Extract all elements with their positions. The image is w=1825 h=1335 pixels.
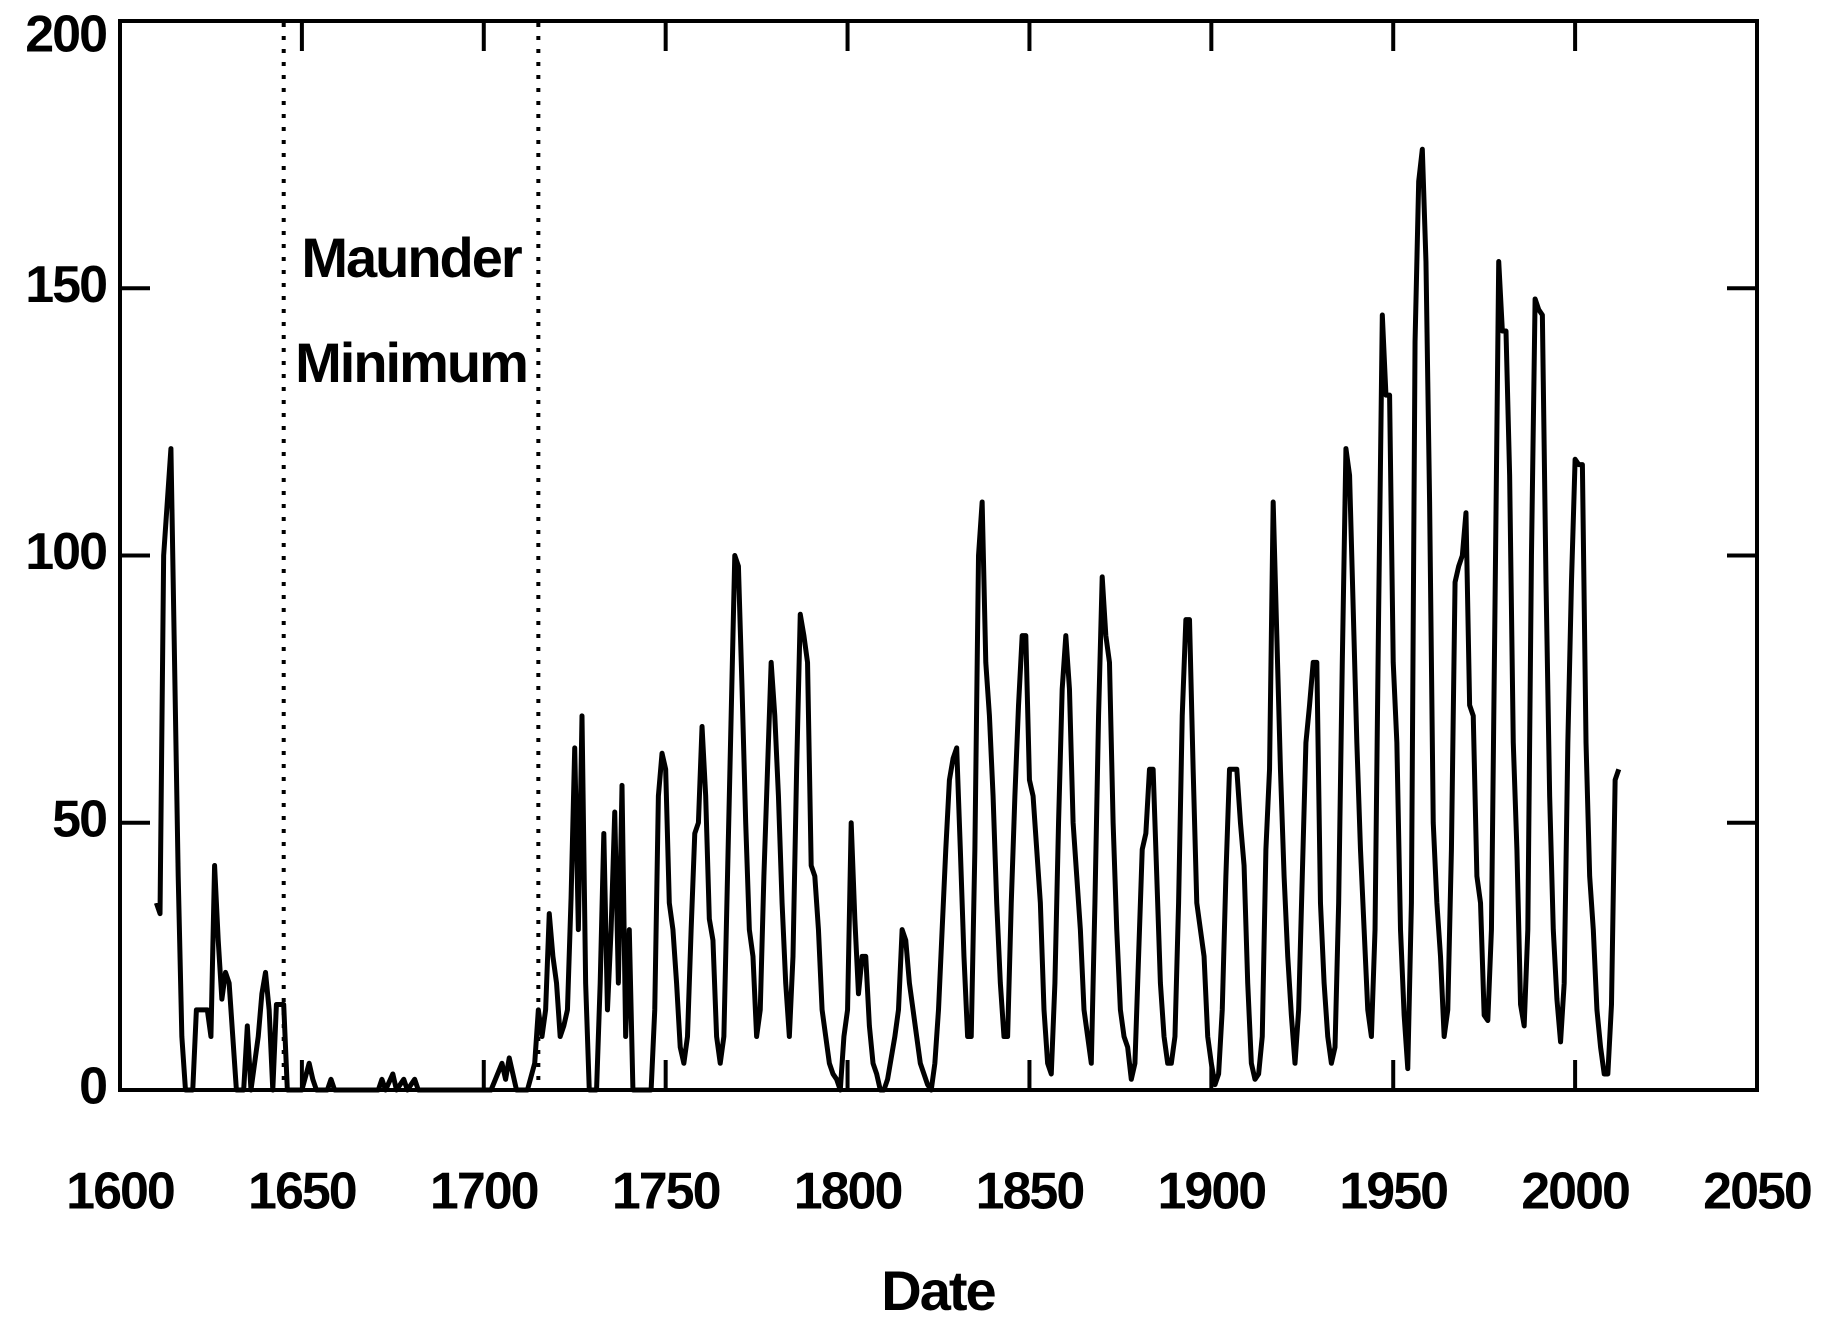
annotation-text: Maunder — [301, 226, 522, 289]
x-axis-title: Date — [881, 1259, 995, 1322]
y-tick-label: 100 — [25, 523, 106, 581]
y-tick-label: 50 — [52, 790, 106, 848]
x-tick-label: 1700 — [430, 1163, 538, 1221]
y-tick-label: 0 — [79, 1058, 106, 1116]
y-tick-label: 200 — [25, 6, 106, 64]
x-tick-label: 1950 — [1339, 1163, 1447, 1221]
x-tick-label: 2000 — [1521, 1163, 1629, 1221]
x-tick-label: 1900 — [1157, 1163, 1265, 1221]
x-tick-label: 1750 — [612, 1163, 720, 1221]
x-tick-label: 1600 — [66, 1163, 174, 1221]
y-tick-label: 150 — [25, 256, 106, 314]
x-tick-label: 1800 — [794, 1163, 902, 1221]
data-line — [154, 146, 1622, 1093]
x-tick-label: 1650 — [248, 1163, 356, 1221]
x-tick-label: 2050 — [1703, 1163, 1811, 1221]
x-tick-label: 1850 — [976, 1163, 1084, 1221]
annotation-text: Minimum — [295, 331, 527, 394]
